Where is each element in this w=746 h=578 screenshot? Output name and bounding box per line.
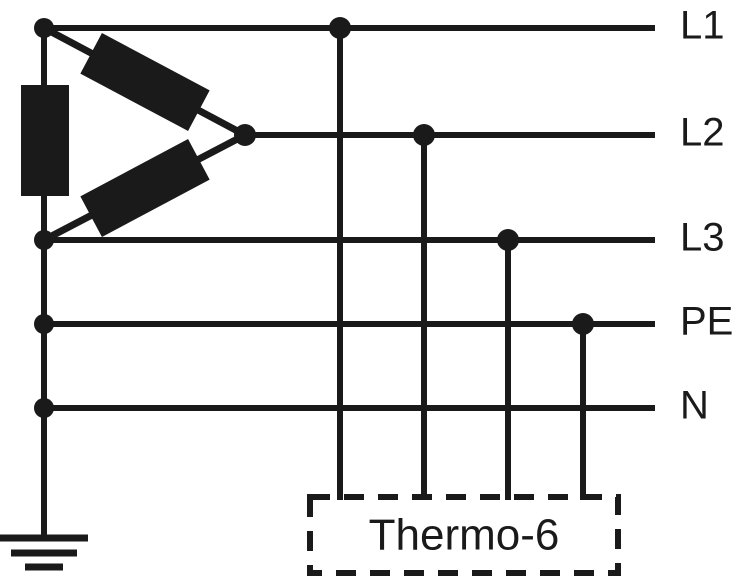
rail-label-L1: L1	[680, 4, 725, 48]
thermo-device-label: Thermo-6	[369, 511, 560, 560]
junction-node-PE-drop	[572, 313, 594, 335]
drop-line-group	[337, 28, 586, 500]
thermo-device-box[interactable]	[307, 494, 621, 576]
junction-node-L1-bus	[34, 18, 54, 38]
junction-node-PE-bus	[34, 314, 54, 334]
junction-node-L3-bus	[34, 230, 54, 250]
heating-element-group	[21, 33, 210, 237]
junction-node-L3-drop	[497, 229, 519, 251]
heating-element-upper-diagonal	[80, 33, 210, 131]
rail-label-N: N	[680, 384, 709, 428]
earth-ground-symbol	[0, 408, 88, 571]
junction-node-apex-L2	[234, 124, 256, 146]
heating-element-vertical	[21, 85, 69, 196]
junction-node-group	[34, 17, 594, 418]
junction-node-L1-drop	[329, 17, 351, 39]
heating-element-lower-diagonal	[80, 139, 210, 237]
rail-label-L2: L2	[680, 111, 725, 155]
thermo-device-group[interactable]: Thermo-6	[307, 494, 621, 576]
rail-label-L3: L3	[680, 216, 725, 260]
rail-label-group: L1 L2 L3 PE N	[680, 4, 733, 428]
junction-node-L2-drop	[413, 124, 435, 146]
rail-label-PE: PE	[680, 300, 733, 344]
